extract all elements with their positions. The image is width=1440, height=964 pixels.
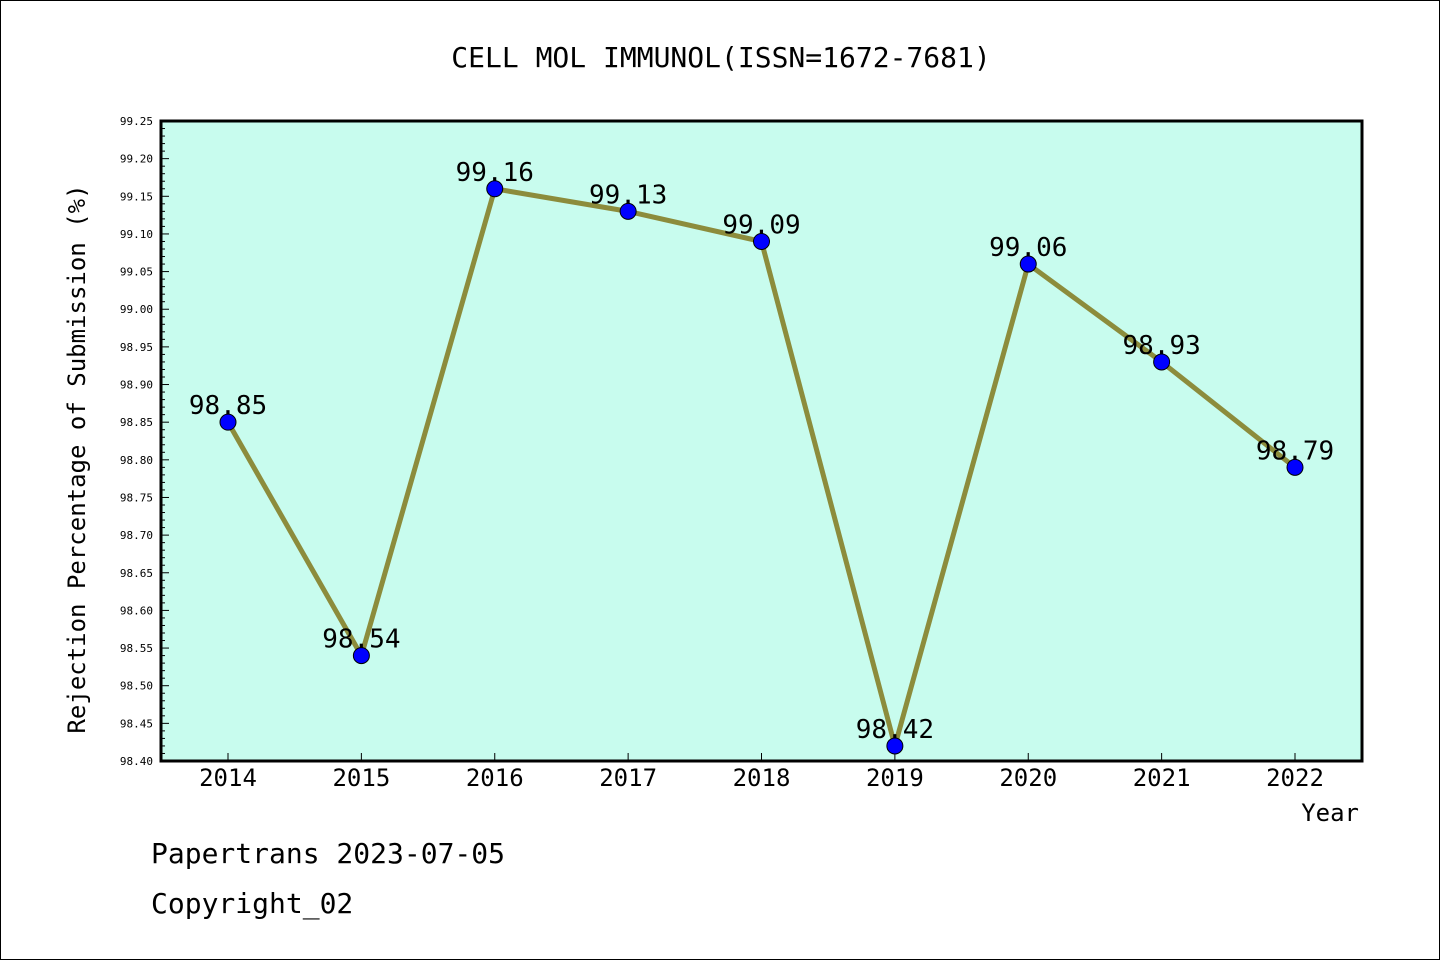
y-tick-label: 98.85 (120, 416, 153, 429)
x-tick-label: 2019 (866, 764, 924, 792)
y-tick-label: 99.25 (120, 115, 153, 128)
data-point (219, 413, 237, 431)
footer-date: Papertrans 2023-07-05 (151, 837, 506, 870)
x-tick-label: 2015 (332, 764, 390, 792)
y-axis: 98.40 98.45 98.50 98.55 98.60 98.65 98.70 98.75… (120, 115, 169, 768)
data-label: 98.54 (322, 625, 400, 655)
x-axis-label: Year (1301, 799, 1359, 827)
y-tick-label: 99.10 (120, 228, 153, 241)
y-tick-label: 98.65 (120, 567, 153, 580)
chart-title: CELL MOL IMMUNOL(ISSN=1672-7681) (451, 41, 990, 74)
data-point (886, 737, 904, 755)
data-point (352, 647, 370, 665)
x-tick-label: 2022 (1266, 764, 1324, 792)
x-tick-label: 2017 (599, 764, 657, 792)
data-label: 98.93 (1122, 331, 1200, 361)
y-tick-label: 99.00 (120, 303, 153, 316)
x-tick-label: 2018 (733, 764, 791, 792)
x-tick-label: 2021 (1133, 764, 1191, 792)
y-tick-label: 98.90 (120, 379, 153, 392)
data-label: 98.79 (1256, 436, 1334, 466)
y-tick-label: 98.75 (120, 491, 153, 504)
data-point (1153, 353, 1171, 371)
data-point (486, 180, 504, 198)
x-tick-label: 2014 (199, 764, 257, 792)
x-tick-label: 2020 (999, 764, 1057, 792)
footer-copyright: Copyright_02 (151, 887, 354, 920)
data-point (619, 202, 637, 220)
data-label: 99.13 (589, 180, 667, 210)
x-axis: 2014 2015 2016 2017 2018 2019 2020 2021 2022 (199, 753, 1324, 792)
data-labels: 98.85 98.54 99.16 99.13 99.09 98.42 99.06 98.93… (189, 158, 1334, 745)
y-tick-label: 98.80 (120, 454, 153, 467)
y-tick-label: 98.60 (120, 604, 153, 617)
data-label: 99.06 (989, 233, 1067, 263)
data-point (1019, 255, 1037, 273)
y-tick-label: 98.50 (120, 680, 153, 693)
y-tick-label: 98.55 (120, 642, 153, 655)
y-tick-label: 99.20 (120, 153, 153, 166)
y-tick-label: 98.40 (120, 755, 153, 768)
x-tick-label: 2016 (466, 764, 524, 792)
y-tick-label: 99.15 (120, 190, 153, 203)
data-label: 98.42 (856, 715, 934, 745)
data-point (1286, 458, 1304, 476)
data-label: 99.09 (722, 210, 800, 240)
data-label: 98.85 (189, 391, 267, 421)
y-tick-label: 98.95 (120, 341, 153, 354)
data-label: 99.16 (456, 158, 534, 188)
y-axis-label: Rejection Percentage of Submission (%) (63, 184, 91, 733)
y-tick-label: 99.05 (120, 266, 153, 279)
data-points (219, 180, 1304, 755)
y-tick-label: 98.45 (120, 717, 153, 730)
y-tick-label: 98.70 (120, 529, 153, 542)
data-point (753, 232, 770, 250)
